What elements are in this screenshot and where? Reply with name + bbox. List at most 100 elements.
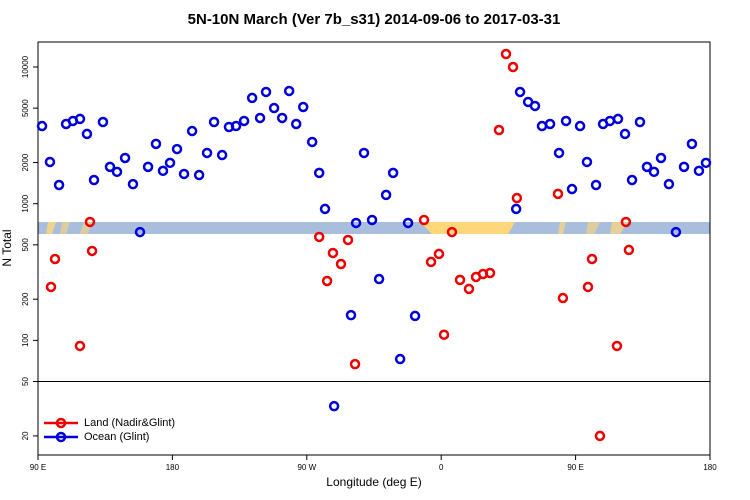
data-point: [425, 256, 437, 268]
data-point: [484, 267, 496, 279]
data-point: [260, 86, 272, 98]
y-tick-label: 100: [21, 333, 30, 347]
data-point: [433, 248, 445, 260]
data-point: [536, 120, 548, 132]
data-point: [97, 116, 109, 128]
data-point: [345, 309, 357, 321]
data-point: [201, 147, 213, 159]
data-point: [454, 274, 466, 286]
data-point: [582, 281, 594, 293]
data-point: [446, 226, 458, 238]
y-tick-label: 2000: [21, 153, 30, 171]
data-point: [186, 125, 198, 137]
data-point: [313, 231, 325, 243]
data-point: [574, 120, 586, 132]
data-point: [327, 247, 339, 259]
data-point: [157, 165, 169, 177]
data-point: [74, 340, 86, 352]
data-point: [409, 310, 421, 322]
x-tick-label: 90 W: [297, 463, 316, 472]
data-point: [134, 226, 146, 238]
data-point: [581, 156, 593, 168]
data-point: [86, 245, 98, 257]
data-point: [127, 178, 139, 190]
y-axis-label: N Total: [0, 229, 14, 266]
x-tick-label: 90 E: [30, 463, 46, 472]
data-point: [119, 152, 131, 164]
data-point: [84, 216, 96, 228]
data-point: [349, 358, 361, 370]
data-point: [290, 118, 302, 130]
y-tick-label: 500: [21, 238, 30, 252]
data-point: [276, 112, 288, 124]
data-point: [178, 168, 190, 180]
land-band: [60, 222, 70, 234]
data-point: [306, 136, 318, 148]
data-point: [493, 124, 505, 136]
data-point: [380, 189, 392, 201]
data-point: [594, 430, 606, 442]
x-tick-label: 90 E: [567, 463, 583, 472]
data-point: [254, 112, 266, 124]
data-point: [620, 216, 632, 228]
data-point: [463, 283, 475, 295]
data-point: [53, 179, 65, 191]
data-point: [104, 161, 116, 173]
data-point: [297, 101, 309, 113]
data-point: [164, 157, 176, 169]
x-tick-label: 180: [166, 463, 180, 472]
legend-marker: [55, 417, 67, 429]
data-point: [171, 143, 183, 155]
data-point: [74, 113, 86, 125]
data-point: [208, 116, 220, 128]
legend-label: Land (Nadir&Glint): [84, 417, 175, 429]
data-point: [544, 118, 556, 130]
y-tick-label: 50: [21, 377, 30, 386]
y-tick-label: 200: [21, 292, 30, 306]
data-point: [510, 203, 522, 215]
data-point: [514, 86, 526, 98]
data-point: [335, 258, 347, 270]
legend-marker: [55, 431, 67, 443]
data-point: [49, 253, 61, 265]
data-point: [358, 147, 370, 159]
land-band: [420, 222, 515, 234]
data-point: [663, 178, 675, 190]
y-tick-label: 10000: [21, 55, 30, 78]
chart-title: 5N-10N March (Ver 7b_s31) 2014-09-06 to …: [188, 11, 561, 28]
y-tick-label: 20: [21, 431, 30, 440]
data-point: [648, 166, 660, 178]
data-point: [557, 292, 569, 304]
data-point: [44, 156, 56, 168]
data-point: [111, 166, 123, 178]
data-point: [193, 169, 205, 181]
data-point: [45, 281, 57, 293]
data-point: [670, 226, 682, 238]
land-band: [558, 222, 566, 234]
y-tick-label: 1000: [21, 194, 30, 212]
legend-label: Ocean (Glint): [84, 431, 149, 443]
data-point: [566, 183, 578, 195]
data-point: [619, 128, 631, 140]
data-point: [693, 165, 705, 177]
data-point: [142, 161, 154, 173]
data-point: [246, 92, 258, 104]
data-point: [319, 203, 331, 215]
data-point: [623, 244, 635, 256]
data-point: [216, 149, 228, 161]
data-point: [700, 157, 712, 169]
data-point: [387, 167, 399, 179]
data-point: [268, 102, 280, 114]
x-tick-label: 180: [703, 463, 717, 472]
y-tick-label: 5000: [21, 99, 30, 117]
data-point: [230, 120, 242, 132]
data-point: [634, 116, 646, 128]
land-band: [586, 222, 600, 234]
data-point: [604, 115, 616, 127]
data-point: [507, 61, 519, 73]
data-point: [438, 329, 450, 340]
data-point: [586, 253, 598, 265]
data-point: [342, 234, 354, 246]
data-point: [36, 120, 48, 132]
